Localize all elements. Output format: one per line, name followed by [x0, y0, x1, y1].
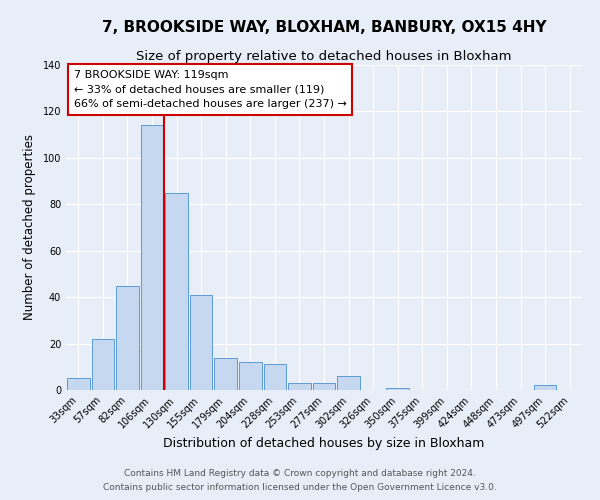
Text: 7, BROOKSIDE WAY, BLOXHAM, BANBURY, OX15 4HY: 7, BROOKSIDE WAY, BLOXHAM, BANBURY, OX15… [101, 20, 547, 35]
X-axis label: Distribution of detached houses by size in Bloxham: Distribution of detached houses by size … [163, 437, 485, 450]
Bar [140, 126, 163, 390]
Text: Contains public sector information licensed under the Open Government Licence v3: Contains public sector information licen… [103, 484, 497, 492]
Bar [263, 364, 286, 390]
Bar [116, 286, 139, 390]
Bar [239, 362, 262, 390]
Y-axis label: Number of detached properties: Number of detached properties [23, 134, 35, 320]
Bar [165, 192, 188, 390]
Bar [190, 295, 212, 390]
Bar [214, 358, 237, 390]
Bar [288, 383, 311, 390]
Bar [534, 386, 556, 390]
Bar [313, 383, 335, 390]
Bar [92, 339, 114, 390]
Text: 7 BROOKSIDE WAY: 119sqm
← 33% of detached houses are smaller (119)
66% of semi-d: 7 BROOKSIDE WAY: 119sqm ← 33% of detache… [74, 70, 347, 110]
Bar [386, 388, 409, 390]
Text: Contains HM Land Registry data © Crown copyright and database right 2024.: Contains HM Land Registry data © Crown c… [124, 468, 476, 477]
Text: Size of property relative to detached houses in Bloxham: Size of property relative to detached ho… [136, 50, 512, 63]
Bar [337, 376, 360, 390]
Bar [67, 378, 89, 390]
